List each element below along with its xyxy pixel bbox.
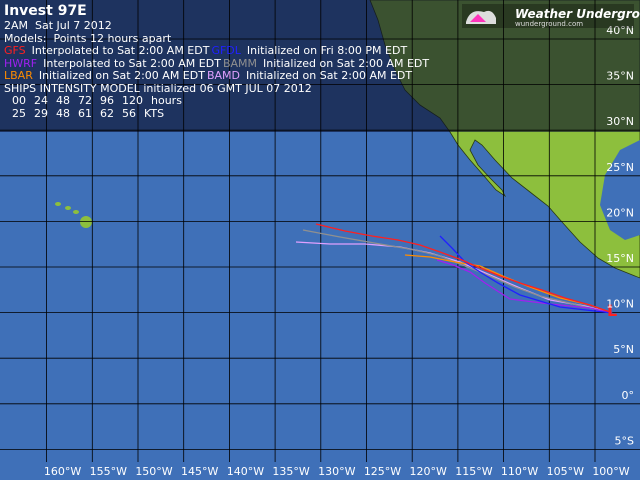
lon-label: 145°W	[181, 465, 218, 478]
lon-label: 115°W	[455, 465, 492, 478]
lat-label: 30°N	[606, 115, 634, 128]
track-gfdl	[439, 235, 613, 314]
model-text: Initialized on Sat 2:00 AM EDT	[38, 69, 205, 82]
model-row: LBAR Initialized on Sat 2:00 AM EDT BAMD In…	[4, 69, 431, 83]
model-name: GFDL	[211, 44, 241, 57]
ships-row: 25 29 48 61 62 56 KTS	[4, 106, 431, 121]
ships-unit: hours	[151, 94, 182, 107]
track-gfs	[315, 223, 611, 313]
lon-label: 140°W	[227, 465, 264, 478]
ships-unit: KTS	[144, 106, 165, 120]
model-row: HWRF Interpolated to Sat 2:00 AM EDT BAMM I…	[4, 56, 431, 71]
model-name: GFS	[4, 44, 26, 57]
model-name: HWRF	[4, 56, 38, 70]
model-text: Interpolated to Sat 2:00 AM EDT	[43, 56, 221, 70]
model-text: Initialized on Sat 2:00 AM EDT	[246, 69, 413, 82]
track-bamd	[295, 241, 613, 314]
ships-kts: 29	[34, 106, 48, 120]
lon-label: 135°W	[272, 465, 309, 478]
ships-hours: 120	[122, 94, 143, 107]
ships-kts: 62	[100, 106, 114, 120]
lon-label: 130°W	[318, 465, 355, 478]
logo-url: wunderground.com	[515, 20, 583, 28]
track-hwrf	[436, 259, 613, 314]
lat-label: 0°	[622, 389, 635, 402]
title: Invest 97E	[4, 3, 87, 19]
lon-label: 100°W	[592, 465, 629, 478]
logo-name: Weather Underground	[515, 7, 640, 21]
ships-kts: 25	[12, 106, 26, 120]
ships-kts: 61	[78, 106, 92, 120]
lon-label: 125°W	[364, 465, 401, 478]
logo: Weather Underground wunderground.com	[462, 4, 640, 28]
ships-hours: 48	[56, 94, 70, 107]
tracks	[295, 223, 613, 314]
lat-label: 10°N	[606, 298, 634, 311]
lat-label: 25°N	[606, 161, 634, 174]
ships-row: 00 24 48 72 96 120 hours	[4, 94, 431, 108]
model-row: GFS Interpolated to Sat 2:00 AM EDT GFDL In…	[4, 44, 431, 58]
lat-label: 40°N	[606, 24, 634, 37]
storm-marker: L	[607, 301, 617, 320]
lat-label: 5°S	[615, 434, 634, 447]
lon-label: 150°W	[135, 465, 172, 478]
model-text: Initialized on Fri 8:00 PM EDT	[246, 44, 408, 57]
hawaii	[55, 202, 92, 228]
lon-label: 105°W	[547, 465, 584, 478]
ships-hours: 96	[100, 94, 114, 107]
model-text: Initialized on Sat 2:00 AM EDT	[263, 56, 430, 70]
lon-label: 120°W	[410, 465, 447, 478]
lon-label: 160°W	[44, 465, 81, 478]
lat-label: 15°N	[606, 252, 634, 265]
ships-kts: 48	[56, 106, 70, 120]
ships-hours: 00	[12, 94, 26, 107]
lat-label: 20°N	[606, 206, 634, 219]
lon-label: 110°W	[501, 465, 538, 478]
ships-kts: 56	[122, 106, 136, 120]
ships-title: SHIPS INTENSITY MODEL initialized 06 GMT…	[4, 81, 312, 95]
header: Invest 97E 2AM Sat Jul 7 2012 Models: Poin…	[4, 2, 431, 120]
model-text: Interpolated to Sat 2:00 AM EDT	[31, 44, 210, 57]
model-name: BAMM	[222, 56, 257, 70]
lon-label: 155°W	[90, 465, 127, 478]
lat-label: 35°N	[606, 70, 634, 83]
ships-hours: 72	[78, 94, 92, 107]
lat-label: 5°N	[613, 343, 634, 356]
model-name: BAMD	[206, 69, 240, 82]
date: 2AM Sat Jul 7 2012	[4, 19, 112, 32]
model-name: LBAR	[4, 69, 33, 82]
ships-hours: 24	[34, 94, 48, 107]
night-shade	[0, 0, 640, 132]
graticule	[0, 0, 640, 462]
gulf	[600, 140, 640, 240]
models-note: Models: Points 12 hours apart	[4, 31, 172, 45]
